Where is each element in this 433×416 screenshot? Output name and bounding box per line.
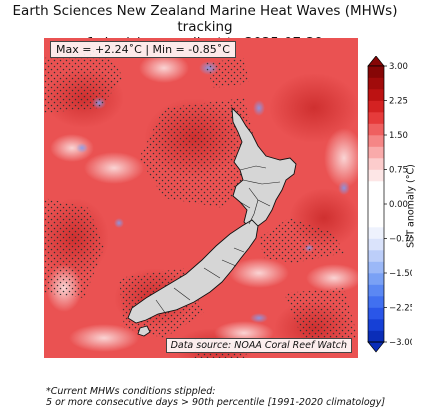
colorbar-band <box>368 192 384 205</box>
colorbar-tick-label: −0.75 <box>389 235 412 245</box>
colorbar-tick-label: 0.75 <box>389 166 408 176</box>
colorbar-band <box>368 66 384 78</box>
map-panel[interactable]: Max = +2.24˚C | Min = -0.85˚C Data sourc… <box>44 38 358 358</box>
colorbar-ticks: 3.00 2.25 1.50 0.75 0.00 −0.75 −1.50 −2.25 −3.00 <box>384 62 412 348</box>
footnote-line-2: 5 or more consecutive days > 90th percen… <box>46 397 386 408</box>
colorbar-band <box>368 77 384 90</box>
colorbar-tick-label: −3.00 <box>389 338 412 348</box>
colorbar-band <box>368 330 384 343</box>
pale-patches <box>46 53 358 352</box>
colorbar-band <box>368 238 384 251</box>
title-line-1: Earth Sciences New Zealand Marine Heat W… <box>12 3 398 35</box>
colorbar-band <box>368 284 384 297</box>
colorbar-max-extension <box>367 56 385 67</box>
colorbar-tick-label: −1.50 <box>389 269 412 279</box>
colorbar-label: SST anomaly (°C) <box>405 164 417 248</box>
colorbar-band <box>368 181 384 193</box>
colorbar-band <box>368 135 384 147</box>
data-source-box: Data source: NOAA Coral Reef Watch <box>165 338 352 353</box>
colorbar-band <box>368 123 384 136</box>
stewart-island <box>137 325 151 337</box>
footnote: *Current MHWs conditions stippled: 5 or … <box>46 386 385 408</box>
colorbar-band <box>368 296 384 308</box>
colorbar-tick-label: 0.00 <box>389 200 408 210</box>
colorbar-tick-label: 3.00 <box>389 62 408 72</box>
colorbar-band <box>368 89 384 101</box>
colorbar-band <box>368 146 384 159</box>
south-island <box>127 219 259 324</box>
north-island <box>231 106 297 229</box>
colorbar-band <box>368 100 384 113</box>
colorbar-tick-label: 2.25 <box>389 97 408 107</box>
anomaly-map[interactable] <box>44 38 358 358</box>
colorbar-band <box>368 215 384 228</box>
colorbar: 3.00 2.25 1.50 0.75 0.00 −0.75 −1.50 −2.25 −3.00 <box>367 56 412 353</box>
colorbar-band <box>368 307 384 320</box>
colorbar-band <box>368 158 384 170</box>
colorbar-bands <box>367 56 385 353</box>
colorbar-tick-label: −2.25 <box>389 304 412 314</box>
stats-box: Max = +2.24˚C | Min = -0.85˚C <box>50 41 236 58</box>
colorbar-band <box>368 112 384 124</box>
colorbar-band <box>368 204 384 216</box>
colorbar-tick-label: 1.50 <box>389 131 408 141</box>
colorbar-band <box>368 261 384 274</box>
footnote-line-1: *Current MHWs conditions stippled: <box>46 386 216 397</box>
colorbar-band <box>368 250 384 262</box>
region-boundaries <box>155 165 281 315</box>
colorbar-band <box>368 319 384 331</box>
colorbar-min-extension <box>367 341 385 353</box>
colorbar-band <box>368 169 384 182</box>
colorbar-band <box>368 273 384 285</box>
colorbar-band <box>368 227 384 239</box>
